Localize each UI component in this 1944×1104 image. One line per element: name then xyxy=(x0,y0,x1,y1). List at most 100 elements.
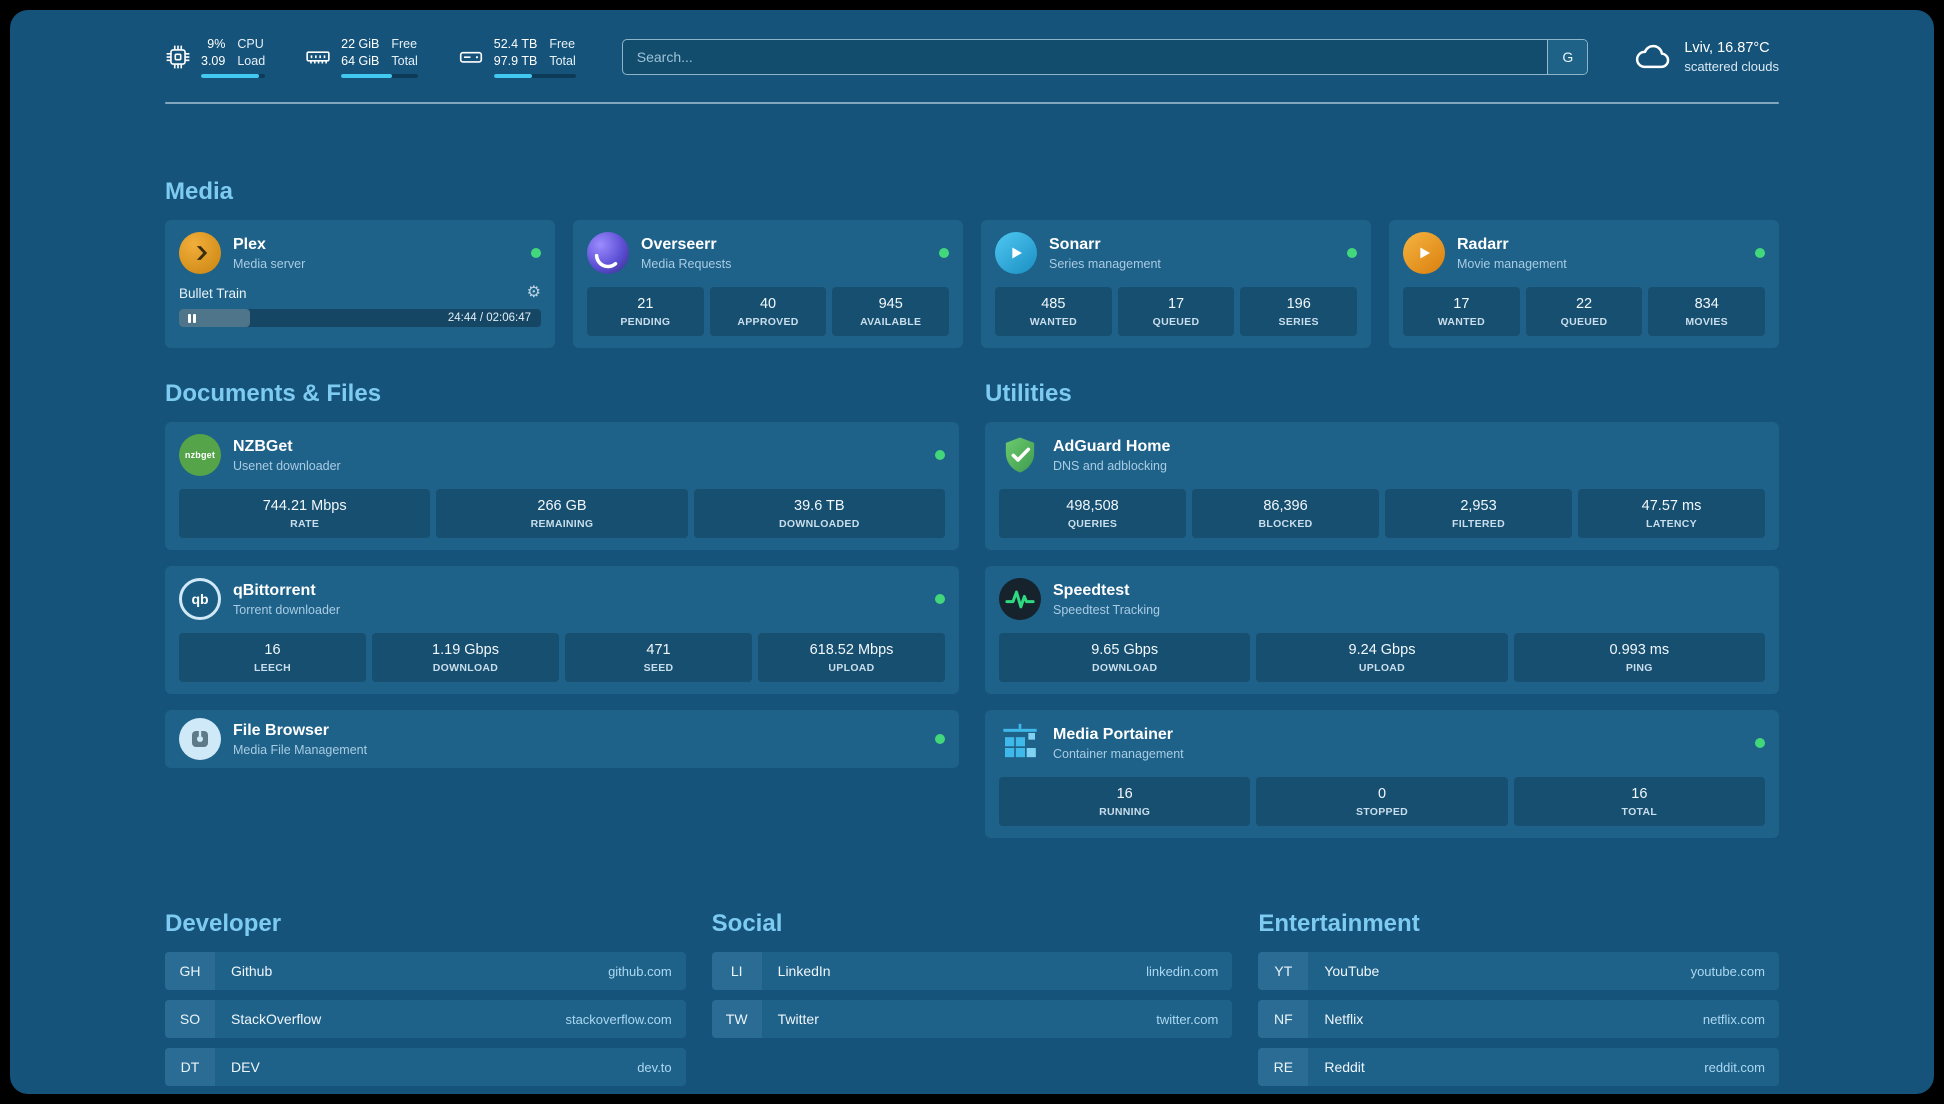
bookmark-twitter[interactable]: TW Twitter twitter.com xyxy=(711,1000,1233,1038)
plex-card[interactable]: Plex Media server Bullet Train ⚙ 24:44 /… xyxy=(165,220,555,348)
gear-icon[interactable]: ⚙ xyxy=(526,284,541,301)
playback-progress-bar[interactable]: 24:44 / 02:06:47 xyxy=(179,309,541,327)
sonarr-subtitle: Series management xyxy=(1049,256,1161,271)
adguard-stat-blocked: 86,396 BLOCKED xyxy=(1192,489,1379,538)
ram-metric-body: 22 GiB 64 GiB Free Total xyxy=(341,36,418,78)
ram-free-value: 22 GiB xyxy=(341,37,380,51)
search-input[interactable] xyxy=(622,40,1548,74)
cloud-icon xyxy=(1634,42,1672,72)
weather-text: Lviv, 16.87°C scattered clouds xyxy=(1684,40,1779,74)
bookmarks-section: Developer GH Github github.com SO StackO… xyxy=(165,910,1779,1094)
nzbget-card[interactable]: nzbget NZBGet Usenet downloader 744.21 M… xyxy=(165,422,959,550)
portainer-stat-stopped: 0 STOPPED xyxy=(1256,777,1508,826)
system-metrics: 9% 3.09 CPU Load xyxy=(165,36,576,78)
disk-total-label: Total xyxy=(549,53,576,68)
radarr-stat-movies: 834 MOVIES xyxy=(1648,287,1766,336)
portainer-status-dot xyxy=(1755,738,1765,748)
stackoverflow-abbr: SO xyxy=(165,1000,215,1038)
disk-free-label: Free xyxy=(549,37,576,51)
ram-total-value: 64 GiB xyxy=(341,53,380,68)
top-bar: 9% 3.09 CPU Load xyxy=(165,10,1779,78)
radarr-status-dot xyxy=(1755,248,1765,258)
overseerr-icon xyxy=(587,232,629,274)
media-section-title: Media xyxy=(165,178,234,205)
sonarr-card[interactable]: Sonarr Series management 485 WANTED 17 Q… xyxy=(981,220,1371,348)
plex-name: Plex xyxy=(233,235,266,253)
cpu-label: CPU xyxy=(237,37,264,51)
plex-subtitle: Media server xyxy=(233,256,306,271)
bookmark-github[interactable]: GH Github github.com xyxy=(165,952,686,990)
bookmark-dev[interactable]: DT DEV dev.to xyxy=(165,1048,686,1086)
portainer-card[interactable]: Media Portainer Container management 16 … xyxy=(985,710,1779,838)
now-playing-row: Bullet Train ⚙ xyxy=(179,285,541,301)
qbittorrent-name: qBittorrent xyxy=(233,581,316,599)
sonarr-stat-wanted: 485 WANTED xyxy=(995,287,1112,336)
sonarr-status-dot xyxy=(1347,248,1357,258)
search-bar: G xyxy=(621,39,1589,75)
cpu-metric-body: 9% 3.09 CPU Load xyxy=(201,36,266,78)
adguard-stat-filtered: 2,953 FILTERED xyxy=(1385,489,1572,538)
radarr-name: Radarr xyxy=(1457,235,1509,253)
overseerr-card[interactable]: Overseerr Media Requests 21 PENDING 40 A… xyxy=(573,220,963,348)
utilities-column: Utilities AdGuard Home DNS and adblockin… xyxy=(985,380,1779,838)
pause-icon[interactable] xyxy=(188,313,196,323)
disk-free-value: 52.4 TB xyxy=(493,37,538,51)
youtube-abbr: YT xyxy=(1258,952,1309,990)
adguard-shield-icon xyxy=(999,434,1041,476)
speedtest-card[interactable]: Speedtest Speedtest Tracking 9.65 Gbps D… xyxy=(985,566,1779,694)
ram-metric: 22 GiB 64 GiB Free Total xyxy=(305,36,418,78)
nzbget-stat-downloaded: 39.6 TB DOWNLOADED xyxy=(693,489,945,538)
qbittorrent-stat-seed: 471 SEED xyxy=(565,633,752,682)
speedtest-stat-ping: 0.993 ms PING xyxy=(1513,633,1765,682)
search-engine-button[interactable]: G xyxy=(1547,40,1588,74)
documents-section-title: Documents & Files xyxy=(165,380,382,407)
plex-status-dot xyxy=(531,248,541,258)
bookmark-netflix[interactable]: NF Netflix netflix.com xyxy=(1258,1000,1779,1038)
speedtest-stat-download: 9.65 Gbps DOWNLOAD xyxy=(999,633,1251,682)
now-playing-title: Bullet Train xyxy=(179,285,247,301)
filebrowser-icon xyxy=(179,718,221,760)
ram-free-label: Free xyxy=(391,37,418,51)
media-section: Media Plex Media server xyxy=(165,178,1779,348)
adguard-name: AdGuard Home xyxy=(1053,437,1171,455)
bookmark-youtube[interactable]: YT YouTube youtube.com xyxy=(1258,952,1779,990)
qbittorrent-card[interactable]: qb qBittorrent Torrent downloader 16 LEE… xyxy=(165,566,959,694)
adguard-card[interactable]: AdGuard Home DNS and adblocking 498,508 … xyxy=(985,422,1779,550)
adguard-stat-latency: 47.57 ms LATENCY xyxy=(1578,489,1765,538)
ram-total-label: Total xyxy=(391,53,418,68)
portainer-stat-running: 16 RUNNING xyxy=(999,777,1251,826)
adguard-stat-queries: 498,508 QUERIES xyxy=(999,489,1186,538)
disk-metric-body: 52.4 TB 97.9 TB Free Total xyxy=(493,36,576,78)
utilities-section-title: Utilities xyxy=(985,380,1072,407)
radarr-subtitle: Movie management xyxy=(1457,256,1567,271)
sonarr-icon xyxy=(995,232,1037,274)
filebrowser-card[interactable]: File Browser Media File Management xyxy=(165,710,959,768)
overseerr-status-dot xyxy=(939,248,949,258)
cpu-usage-bar xyxy=(201,74,266,78)
github-abbr: GH xyxy=(165,952,215,990)
speedtest-subtitle: Speedtest Tracking xyxy=(1053,602,1161,617)
dev-abbr: DT xyxy=(165,1048,215,1086)
bookmark-reddit[interactable]: RE Reddit reddit.com xyxy=(1258,1048,1779,1086)
hard-drive-icon xyxy=(458,44,484,70)
overseerr-stat-pending: 21 PENDING xyxy=(587,287,704,336)
filebrowser-name: File Browser xyxy=(233,721,330,739)
disk-usage-bar xyxy=(493,74,576,78)
bookmark-linkedin[interactable]: LI LinkedIn linkedin.com xyxy=(711,952,1233,990)
portainer-crane-icon xyxy=(999,722,1041,764)
portainer-subtitle: Container management xyxy=(1053,746,1184,761)
cpu-metric: 9% 3.09 CPU Load xyxy=(165,36,266,78)
reddit-abbr: RE xyxy=(1258,1048,1309,1086)
cpu-load-label: Load xyxy=(237,53,266,68)
qbittorrent-stat-upload: 618.52 Mbps UPLOAD xyxy=(758,633,945,682)
radarr-card[interactable]: Radarr Movie management 17 WANTED 22 QUE… xyxy=(1389,220,1779,348)
cpu-percent: 9% xyxy=(207,37,226,51)
speedtest-name: Speedtest xyxy=(1053,581,1130,599)
nzbget-status-dot xyxy=(935,450,945,460)
disk-usage-bar-fill xyxy=(493,74,533,78)
media-cards-row: Plex Media server Bullet Train ⚙ 24:44 /… xyxy=(165,220,1779,348)
dashboard-page: 9% 3.09 CPU Load xyxy=(10,10,1934,1094)
nzbget-name: NZBGet xyxy=(233,437,293,455)
bookmark-stackoverflow[interactable]: SO StackOverflow stackoverflow.com xyxy=(165,1000,686,1038)
disk-total-value: 97.9 TB xyxy=(493,53,538,68)
